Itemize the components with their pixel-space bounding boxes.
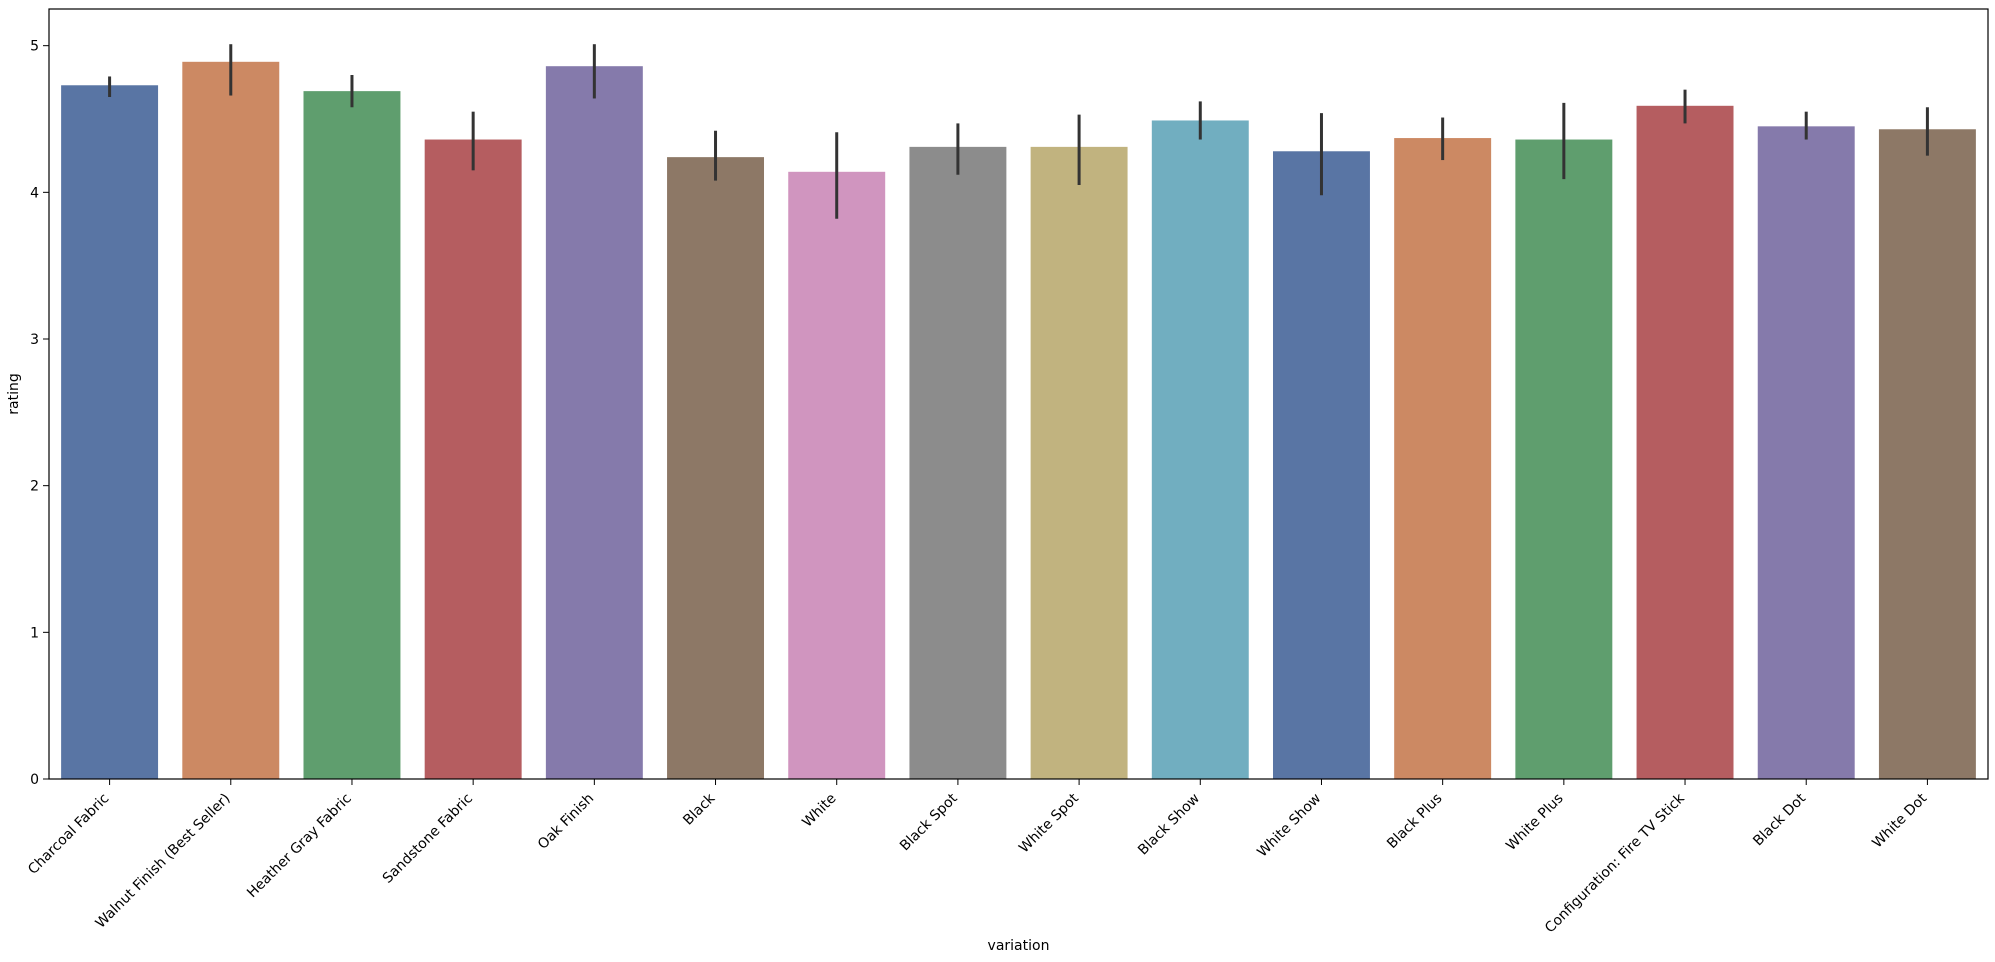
y-axis-label: rating	[6, 373, 22, 414]
error-bars-group	[108, 44, 1929, 219]
x-tick-label: Heather Gray Fabric	[244, 791, 355, 902]
bar	[1636, 105, 1734, 780]
bar	[424, 139, 522, 780]
bar	[1272, 151, 1370, 779]
plot-frame	[48, 8, 1989, 780]
x-tick-label: Charcoal Fabric	[25, 791, 112, 878]
bar	[1030, 146, 1128, 779]
bar	[1394, 138, 1492, 780]
x-tick-label: Configuration: Fire TV Stick	[1542, 790, 1688, 936]
x-tick-label: White	[799, 791, 839, 831]
bar	[1151, 120, 1249, 779]
y-tick-label: 0	[30, 772, 39, 788]
x-tick-label: White Show	[1254, 791, 1324, 861]
x-tick-label: Black Show	[1135, 791, 1203, 859]
y-tick-label: 4	[30, 185, 39, 201]
bar	[61, 85, 159, 780]
x-tick-label: White Spot	[1016, 790, 1082, 856]
x-tick-label: Black	[680, 790, 719, 829]
y-axis: 0 1 2 3 4 5	[30, 39, 49, 788]
x-tick-label: White Dot	[1869, 790, 1930, 851]
y-tick-label: 3	[30, 332, 39, 348]
bar	[182, 61, 280, 780]
x-tick-label: Black Dot	[1750, 790, 1809, 849]
bar	[303, 91, 401, 780]
bar	[667, 157, 765, 780]
bar	[1878, 129, 1976, 779]
bar	[1757, 126, 1855, 780]
x-tick-label: Black Spot	[897, 790, 961, 854]
bar	[909, 146, 1007, 779]
x-tick-label: Black Plus	[1384, 791, 1445, 852]
bars-group	[61, 61, 1976, 780]
y-tick-label: 5	[30, 39, 39, 55]
x-tick-label: Walnut Finish (Best Seller)	[93, 791, 234, 932]
x-tick-label: Sandstone Fabric	[380, 791, 476, 887]
y-tick-label: 1	[30, 625, 39, 641]
x-axis-label: variation	[988, 938, 1050, 954]
y-tick-label: 2	[30, 479, 39, 495]
bar	[1515, 139, 1613, 780]
x-tick-label: Oak Finish	[535, 791, 597, 853]
bar	[545, 66, 643, 779]
x-tick-label: White Plus	[1503, 791, 1566, 854]
bar	[788, 171, 886, 780]
